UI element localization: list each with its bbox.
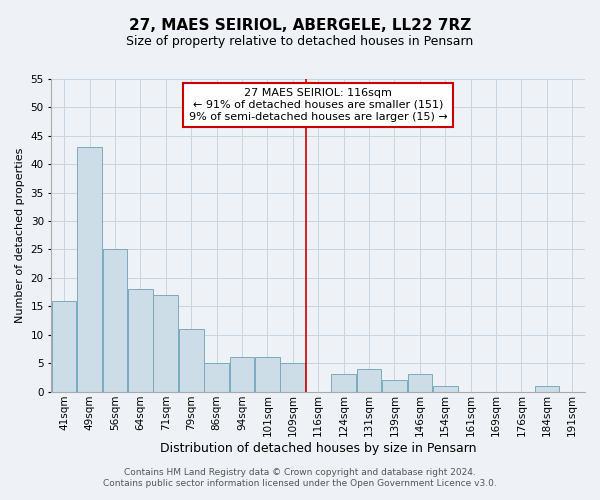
Text: 27 MAES SEIRIOL: 116sqm
← 91% of detached houses are smaller (151)
9% of semi-de: 27 MAES SEIRIOL: 116sqm ← 91% of detache…: [189, 88, 448, 122]
Bar: [433, 386, 458, 392]
X-axis label: Distribution of detached houses by size in Pensarn: Distribution of detached houses by size …: [160, 442, 476, 455]
Bar: [128, 290, 152, 392]
Text: Size of property relative to detached houses in Pensarn: Size of property relative to detached ho…: [127, 35, 473, 48]
Bar: [357, 369, 382, 392]
Bar: [331, 374, 356, 392]
Bar: [255, 358, 280, 392]
Text: 27, MAES SEIRIOL, ABERGELE, LL22 7RZ: 27, MAES SEIRIOL, ABERGELE, LL22 7RZ: [129, 18, 471, 32]
Bar: [204, 363, 229, 392]
Bar: [280, 363, 305, 392]
Bar: [52, 300, 76, 392]
Bar: [77, 147, 102, 392]
Y-axis label: Number of detached properties: Number of detached properties: [15, 148, 25, 323]
Text: Contains HM Land Registry data © Crown copyright and database right 2024.
Contai: Contains HM Land Registry data © Crown c…: [103, 468, 497, 487]
Bar: [382, 380, 407, 392]
Bar: [535, 386, 559, 392]
Bar: [103, 250, 127, 392]
Bar: [230, 358, 254, 392]
Bar: [407, 374, 432, 392]
Bar: [179, 329, 203, 392]
Bar: [154, 295, 178, 392]
